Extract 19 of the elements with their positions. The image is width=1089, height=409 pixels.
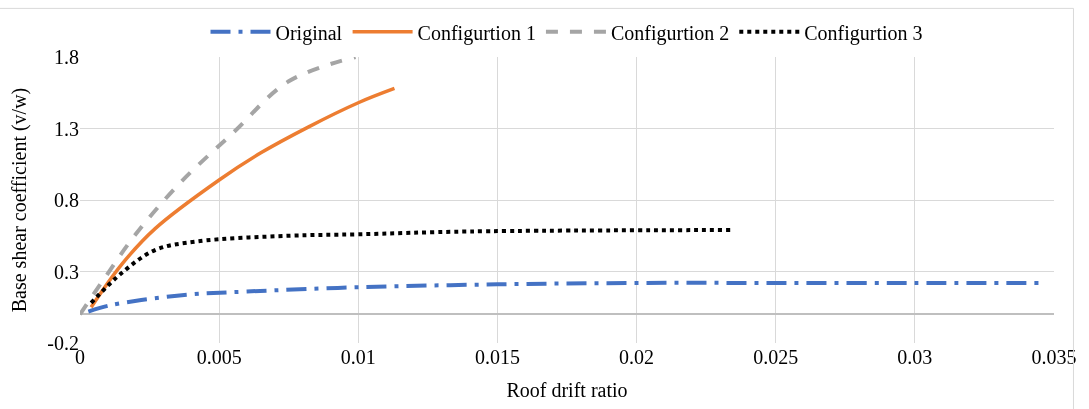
x-tick-label: 0.015 (474, 346, 520, 368)
y-axis-title: Base shear coefficient (v/w) (7, 87, 31, 313)
x-tick-label: 0.02 (619, 346, 655, 368)
y-tick-label: 1.8 (54, 46, 79, 68)
y-tick-label: 0.8 (54, 189, 79, 211)
line-series (80, 57, 358, 317)
x-axis-title: Roof drift ratio (506, 378, 628, 401)
x-tick-label: 0.025 (753, 346, 799, 368)
x-tick-label: 0.01 (340, 346, 376, 368)
legend-label: Configurtion 1 (417, 21, 536, 45)
x-tick-label: 0.035 (1031, 346, 1077, 368)
legend-label: Original (275, 21, 343, 45)
y-tick-label: 0.3 (54, 260, 79, 283)
y-tick-label: 1.3 (54, 117, 79, 140)
legend-label: Configurtion 3 (804, 21, 923, 45)
line-series (89, 86, 397, 309)
x-tick-label: 0.03 (897, 346, 933, 368)
x-tick-label: 0.005 (196, 346, 242, 368)
legend-label: Configurtion 2 (610, 21, 730, 45)
